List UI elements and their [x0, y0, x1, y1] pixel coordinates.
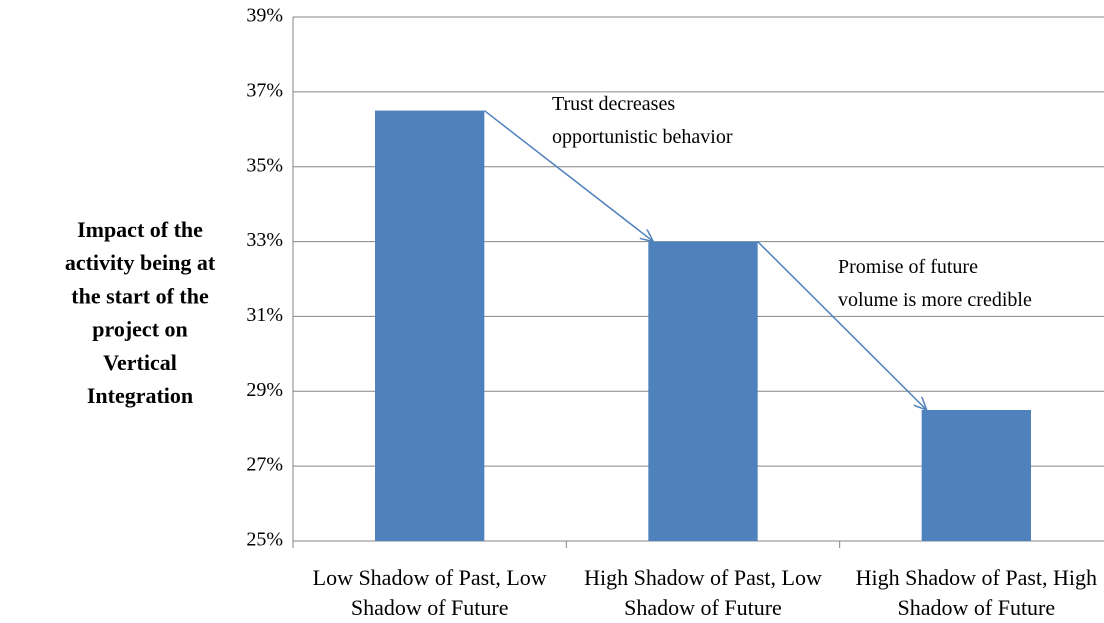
- x-tick-label: High Shadow of Past, High Shadow of Futu…: [855, 565, 1098, 620]
- y-axis-label: Impact of the activity being at the start …: [65, 217, 216, 408]
- annotation-line: opportunistic behavior: [552, 126, 733, 148]
- y-axis-label-line: Vertical: [103, 350, 177, 375]
- y-tick-label: 39%: [246, 5, 283, 27]
- annotation: Trust decreases opportunistic behavior: [552, 93, 733, 148]
- y-tick-label: 27%: [246, 454, 283, 476]
- y-axis-label-line: project on: [92, 317, 188, 342]
- y-axis-label-line: activity being at: [65, 250, 216, 275]
- y-tick-label: 35%: [246, 154, 283, 176]
- y-axis-label-line: Integration: [87, 383, 193, 408]
- y-axis-label-line: the start of the: [71, 283, 209, 308]
- y-tick-label: 29%: [246, 379, 283, 401]
- annotation-arrow: [757, 241, 927, 410]
- y-tick-label: 31%: [246, 304, 283, 326]
- annotation-line: Trust decreases: [552, 93, 675, 115]
- annotation-arrow: [483, 109, 653, 242]
- annotation: Promise of future volume is more credible: [838, 256, 1032, 311]
- annotation-line: volume is more credible: [838, 289, 1032, 311]
- x-tick-label: Low Shadow of Past, Low Shadow of Future: [312, 565, 547, 620]
- annotation-line: Promise of future: [838, 256, 978, 278]
- x-tick-label: High Shadow of Past, Low Shadow of Futur…: [584, 565, 822, 620]
- bar: [375, 110, 485, 542]
- y-axis-label-line: Impact of the: [77, 217, 203, 242]
- y-tick-label: 33%: [246, 229, 283, 251]
- y-tick-label: 25%: [246, 529, 283, 551]
- bar: [921, 410, 1031, 541]
- bar: [648, 241, 758, 542]
- y-tick-label: 37%: [246, 79, 283, 101]
